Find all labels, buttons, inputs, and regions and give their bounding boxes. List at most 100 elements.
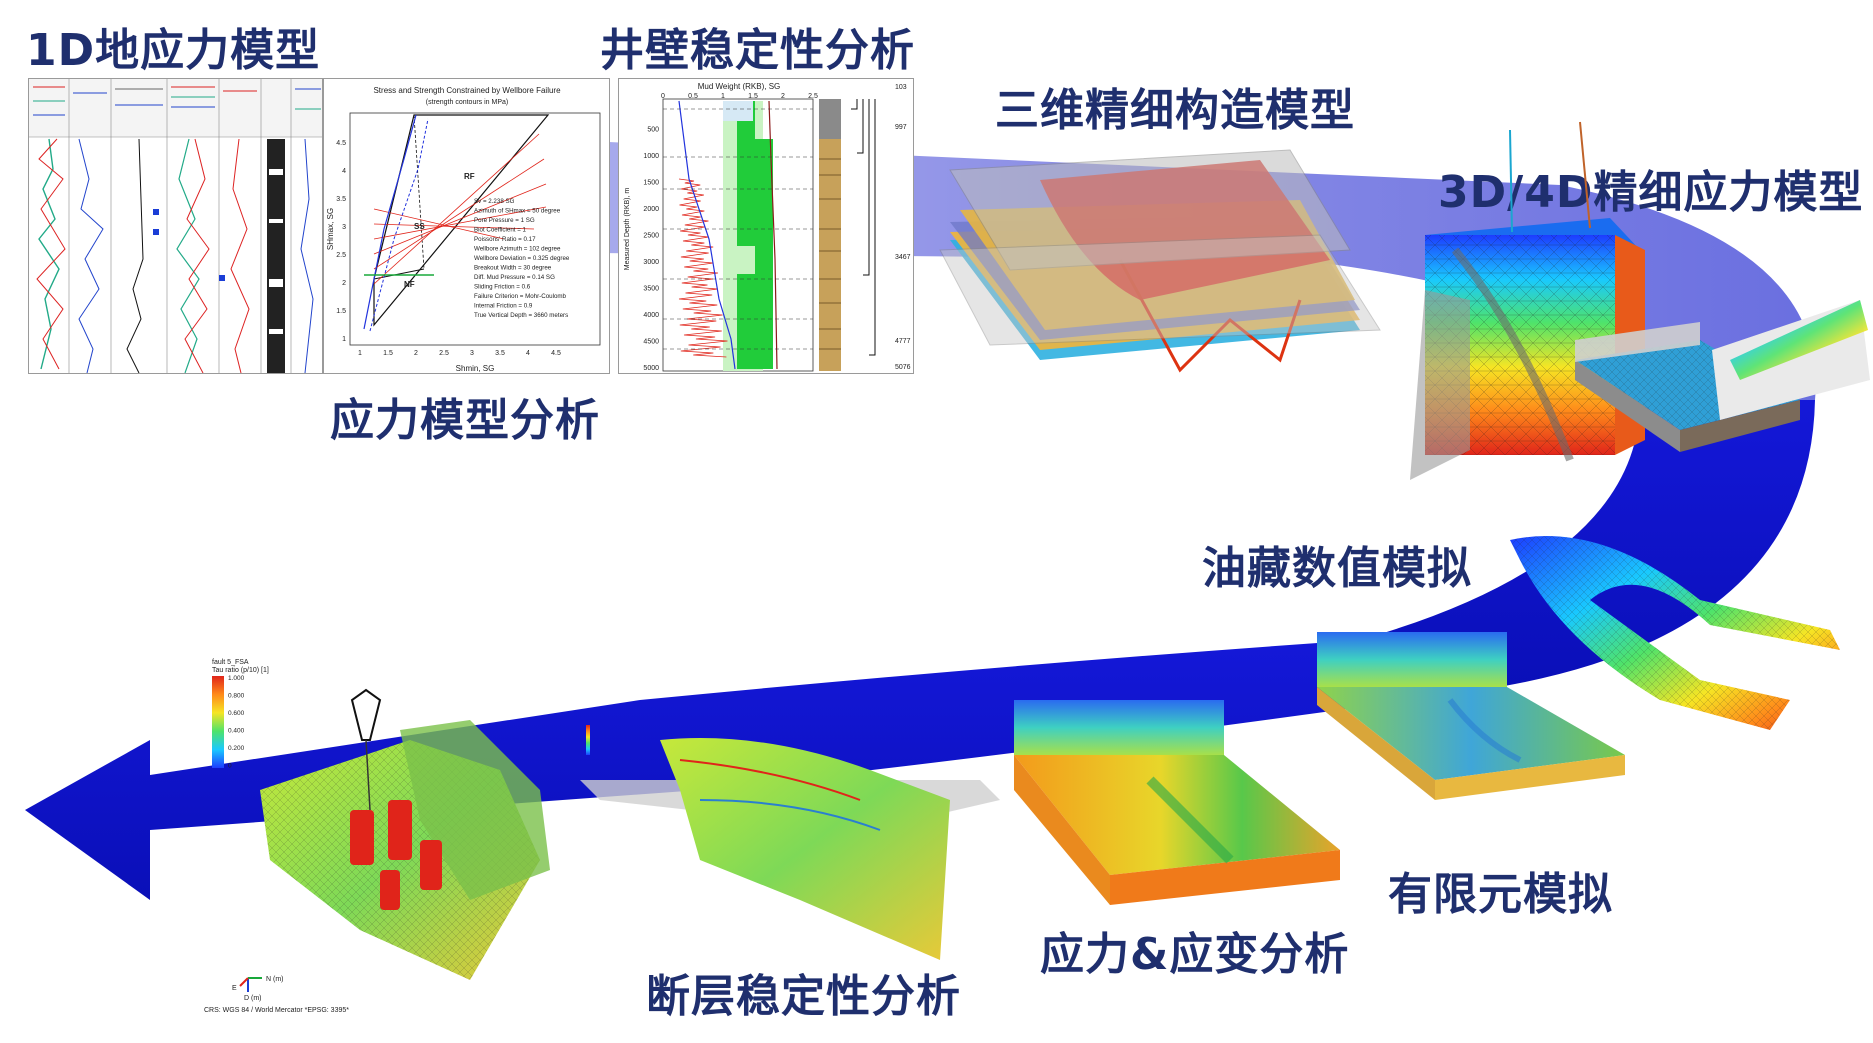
stress-polygon-x-tick: 3.5 — [495, 350, 505, 357]
stress-polygon-param: Biot Coefficient = 1 — [474, 227, 527, 234]
mud-weight-x-tick: 2.5 — [808, 93, 818, 100]
mud-weight-x-tick: 0 — [661, 93, 665, 100]
title-1d-geomechanics: 1D地应力模型 — [26, 25, 321, 76]
stress-polygon-x-tick: 1.5 — [383, 350, 393, 357]
stress-polygon-x-tick: 1 — [358, 350, 362, 357]
stress-polygon-params: Sv = 2.238 SG Azimuth of SHmax = 50 degre… — [474, 198, 570, 319]
fault-legend-title: fault 5_FSA — [212, 659, 249, 666]
stress-polygon-svg: Stress and Strength Constrained by Wellb… — [326, 86, 601, 373]
mud-weight-y-tick: 3500 — [643, 286, 659, 293]
mud-weight-y-tick: 4000 — [643, 312, 659, 319]
crs-label: CRS: WGS 84 / World Mercator *EPSG: 3395… — [204, 1007, 349, 1014]
panel-stress-polygon: Stress and Strength Constrained by Wellb… — [323, 78, 610, 374]
stress-polygon-param: Sliding Friction = 0.6 — [474, 284, 531, 291]
stress-polygon-x-tick: 2.5 — [439, 350, 449, 357]
log-tracks-svg — [29, 79, 322, 373]
fem-block — [1317, 632, 1625, 800]
strength-contours — [373, 133, 547, 285]
title-stress-model-analysis: 应力模型分析 — [330, 395, 600, 446]
well-trajectories — [350, 800, 442, 910]
region-label-rf: RF — [464, 172, 475, 181]
fault-legend-tick: 1.000 — [228, 675, 245, 682]
mud-weight-y-tick: 2500 — [643, 233, 659, 240]
panel-1d-log-tracks — [28, 78, 323, 374]
stress-polygon-y-tick: 1.5 — [336, 308, 346, 315]
stress-polygon-param: Pore Pressure = 1 SG — [474, 217, 535, 224]
title-3d4d-stress-model: 3D/4D精细应力模型 — [1438, 167, 1864, 218]
stress-polygon-y-tick: 4.5 — [336, 140, 346, 147]
mud-weight-pore-curve — [678, 178, 728, 358]
mud-weight-y-tick: 1000 — [643, 153, 659, 160]
stress-polygon-subtitle: (strength contours in MPa) — [426, 99, 508, 106]
mud-weight-y-tick: 3000 — [643, 259, 659, 266]
title-stress-strain-analysis: 应力&应变分析 — [1040, 929, 1350, 980]
stress-polygon-param: Failure Criterion = Mohr-Coulomb — [474, 293, 567, 300]
casing-depth-labels: 103 997 3467 4777 5076 — [895, 84, 911, 371]
axis-d-label: D (m) — [244, 995, 262, 1002]
stress-polygon-param: Diff. Mud Pressure = 0.14 SG — [474, 274, 555, 281]
stress-polygon-x-tick: 3 — [470, 350, 474, 357]
drilling-rig-icon — [350, 688, 382, 741]
stress-polygon-x-tick: 4 — [526, 350, 530, 357]
title-fault-stability-analysis: 断层稳定性分析 — [646, 971, 961, 1022]
stress-polygon-y-tick: 2 — [342, 280, 346, 287]
axis-n-label: N (m) — [266, 976, 284, 983]
casing-depth-label: 5076 — [895, 364, 911, 371]
stress-polygon-y-tick: 3 — [342, 224, 346, 231]
stress-polygon-param: Wellbore Deviation = 0.325 degree — [474, 255, 570, 262]
mud-weight-y-ticks: 500 1000 1500 2000 2500 3000 3500 4000 4500 5000 — [643, 127, 659, 373]
stress-polygon-xlabel: Shmin, SG — [456, 364, 495, 373]
panel-mud-weight-window: Mud Weight (RKB), SG 0 0.5 1 1.5 2 2.5 500 100… — [618, 78, 914, 374]
title-wellbore-stability: 井壁稳定性分析 — [600, 25, 915, 76]
casing-depth-label: 103 — [895, 84, 907, 91]
stress-polygon-param: Azimuth of SHmax = 50 degree — [474, 208, 561, 215]
stress-polygon-param: Wellbore Azimuth = 102 degree — [474, 246, 561, 253]
casing-depth-label: 3467 — [895, 254, 911, 261]
casing-strings — [851, 99, 876, 356]
region-label-ss: SS — [414, 222, 425, 231]
mud-weight-ylabel: Measured Depth (RKB), m — [624, 188, 631, 271]
reservoir-block — [1575, 300, 1870, 452]
fault-legend-tick: 0.800 — [228, 693, 245, 700]
title-fem-simulation: 有限元模拟 — [1388, 869, 1613, 920]
stress-polygon-x-tick: 2 — [414, 350, 418, 357]
fault-legend-tick: 0.400 — [228, 728, 245, 735]
stress-polygon-y-tick: 4 — [342, 168, 346, 175]
title-reservoir-simulation: 油藏数值模拟 — [1202, 543, 1472, 594]
mud-weight-y-tick: 1500 — [643, 180, 659, 187]
mud-weight-svg: Mud Weight (RKB), SG 0 0.5 1 1.5 2 2.5 500 100… — [624, 82, 911, 373]
stress-polygon-param: Poissons' Ratio = 0.17 — [474, 236, 536, 243]
stress-polygon-ylabel: SHmax, SG — [326, 208, 335, 250]
fault-legend-tick: 0.200 — [228, 745, 245, 752]
stress-polygon-x-tick: 4.5 — [551, 350, 561, 357]
mud-weight-x-tick: 0.5 — [688, 93, 698, 100]
title-3d-structure-model: 三维精细构造模型 — [995, 85, 1355, 136]
region-label-nf: NF — [404, 280, 415, 289]
fault-legend-colorbar — [212, 676, 224, 768]
mud-weight-y-tick: 4500 — [643, 339, 659, 346]
casing-depth-label: 4777 — [895, 338, 911, 345]
stress-polygon-y-tick: 1 — [342, 336, 346, 343]
mud-weight-x-tick: 1 — [721, 93, 725, 100]
mud-weight-y-tick: 5000 — [643, 365, 659, 372]
stress-strain-block — [1014, 700, 1340, 905]
fault-legend-ticks: 1.000 0.800 0.600 0.400 0.200 0 — [228, 675, 245, 770]
stress-polygon-y-tick: 3.5 — [336, 196, 346, 203]
stress-polygon-param: Sv = 2.238 SG — [474, 198, 515, 205]
mud-weight-y-tick: 500 — [647, 127, 659, 134]
stress-polygon-param: True Vertical Depth = 3660 meters — [474, 312, 568, 319]
stress-polygon-x-ticks: 1 1.5 2 2.5 3 3.5 4 4.5 — [358, 350, 561, 357]
fault-legend-tick: 0 — [228, 763, 232, 770]
mud-weight-x-ticks: 0 0.5 1 1.5 2 2.5 — [661, 93, 818, 100]
axis-e-label: E — [232, 985, 237, 992]
fault-legend-subtitle: Tau ratio (p/10) [1] — [212, 667, 269, 674]
stress-polygon-y-ticks: 1 1.5 2 2.5 3 3.5 4 4.5 — [336, 140, 346, 343]
mud-weight-x-tick: 2 — [781, 93, 785, 100]
stacked-horizons — [939, 149, 1381, 373]
fault-legend-tick: 0.600 — [228, 710, 245, 717]
